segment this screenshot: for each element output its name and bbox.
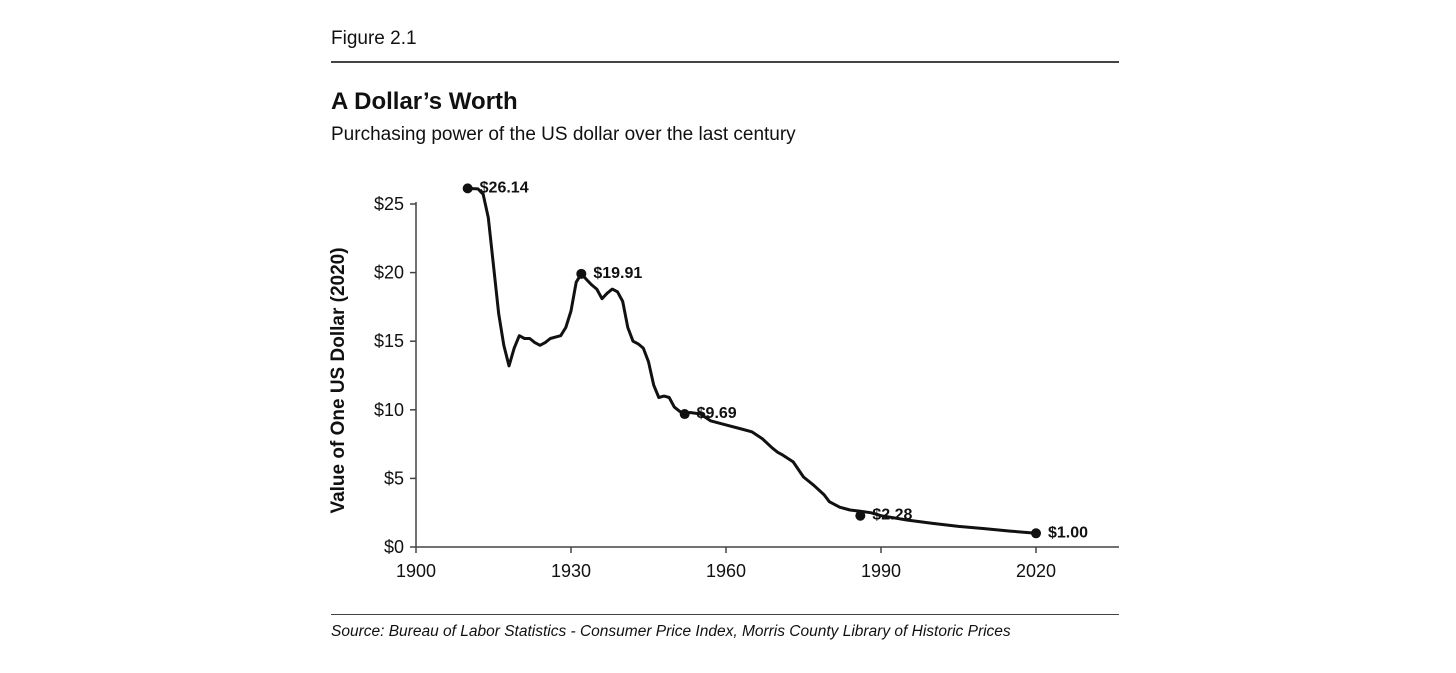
y-axis-ticks: $0 $5 $10 $15 $20 $25 (374, 194, 416, 557)
data-point-marker (679, 409, 690, 420)
y-axis-label: Value of One US Dollar (2020) (328, 247, 349, 513)
data-label: $2.28 (872, 507, 912, 524)
data-point-marker (855, 510, 866, 521)
y-tick-label: $20 (374, 263, 404, 283)
x-tick-label: 2020 (1016, 561, 1056, 581)
data-label: $26.14 (480, 179, 529, 196)
y-tick-label: $5 (384, 468, 404, 488)
x-axis-ticks: 1900 1930 1960 1990 2020 (396, 547, 1056, 581)
chart-subtitle: Purchasing power of the US dollar over t… (331, 124, 796, 145)
y-tick-label: $15 (374, 331, 404, 351)
source-note: Source: Bureau of Labor Statistics - Con… (331, 623, 1011, 640)
y-tick-label: $10 (374, 400, 404, 420)
chart-title: A Dollar’s Worth (331, 88, 518, 115)
data-point-marker (576, 268, 587, 279)
x-tick-label: 1900 (396, 561, 436, 581)
bottom-rule (331, 614, 1119, 615)
series-line (466, 186, 1038, 535)
chart-axes (415, 202, 1119, 548)
x-tick-label: 1930 (551, 561, 591, 581)
x-tick-label: 1960 (706, 561, 746, 581)
data-label: $9.69 (697, 405, 737, 422)
data-label: $19.91 (593, 265, 642, 282)
y-tick-label: $25 (374, 194, 404, 214)
chart-series (466, 186, 1038, 535)
top-rule (331, 61, 1119, 63)
data-label: $1.00 (1048, 524, 1088, 541)
y-tick-label: $0 (384, 537, 404, 557)
figure-label: Figure 2.1 (331, 28, 417, 49)
data-point-marker (462, 183, 473, 194)
x-tick-label: 1990 (861, 561, 901, 581)
data-point-marker (1031, 528, 1041, 539)
chart-annotations: $26.14 $19.91 $9.69 $2.28 $1.00 (462, 179, 1088, 541)
